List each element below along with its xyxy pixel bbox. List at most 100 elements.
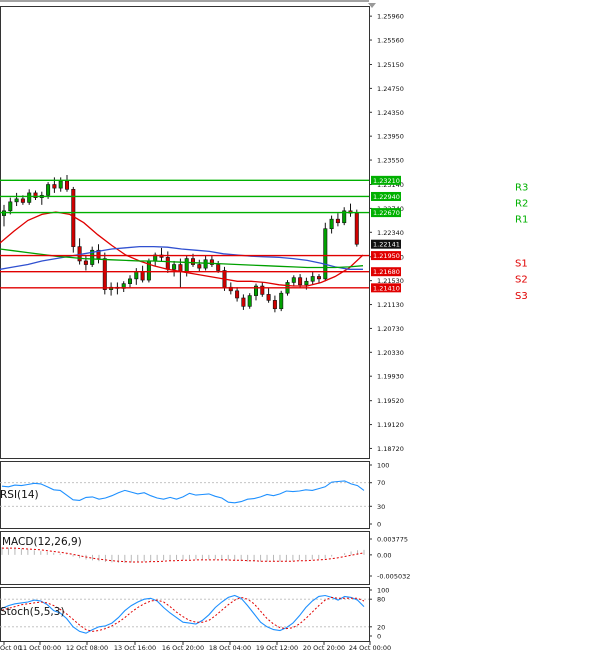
- price-tick-label: 1.22340: [377, 229, 404, 237]
- candle-body: [102, 258, 107, 290]
- s1-level-tag: [371, 251, 401, 261]
- candle-body: [165, 257, 170, 270]
- price-tick-label: 1.24750: [377, 85, 404, 93]
- main-pane-frame: [0, 6, 370, 459]
- candle-body: [203, 259, 208, 269]
- r1-level-value: 1.22670: [373, 209, 400, 217]
- macd-tick-label: -0.005032: [377, 573, 410, 581]
- candle-body: [52, 184, 57, 189]
- candle-body: [197, 264, 202, 269]
- candle-body: [58, 180, 63, 189]
- candle-body: [247, 295, 252, 307]
- stoch-tick-label: 0: [377, 633, 381, 641]
- scroll-marker-icon: [368, 3, 376, 8]
- candle-body: [90, 249, 95, 265]
- candle-body: [178, 264, 183, 273]
- time-tick-label: 18 Oct 04:00: [209, 644, 251, 652]
- stoch-d-line: [1, 596, 365, 632]
- candle-body: [65, 180, 70, 190]
- s3-level-tag: [371, 283, 401, 293]
- rsi-line: [1, 480, 365, 504]
- candle-body: [191, 258, 196, 265]
- stoch-tick-label: 20: [377, 623, 385, 631]
- candle-body: [279, 292, 284, 310]
- rsi-tick-label: 70: [377, 479, 385, 487]
- s2-level-name: S2: [515, 275, 528, 286]
- r3-level-value: 1.23210: [373, 177, 400, 185]
- time-tick-label: 19 Oct 12:00: [256, 644, 298, 652]
- stoch-tick-label: 80: [377, 596, 385, 604]
- stoch-title: Stoch(5,5,3): [0, 606, 65, 618]
- stoch-tick-label: 100: [377, 587, 389, 595]
- s2-level-value: 1.21680: [373, 268, 400, 276]
- time-tick-label: 20 Oct 20:00: [303, 644, 345, 652]
- price-tick-label: 1.21530: [377, 277, 404, 285]
- r3-level-tag: [371, 175, 401, 185]
- candle-body: [254, 285, 259, 296]
- candle-body: [134, 271, 139, 280]
- candle-body: [266, 294, 271, 301]
- macd-tick-label: 0.00: [377, 551, 391, 559]
- price-tick-label: 1.18720: [377, 445, 404, 453]
- candle-body: [298, 277, 303, 286]
- r3-level-name: R3: [515, 182, 528, 193]
- candle-body: [20, 198, 25, 203]
- rsi-title: RSI(14): [0, 489, 39, 501]
- candle-body: [209, 259, 214, 265]
- time-tick-label: 13 Oct 16:00: [114, 644, 156, 652]
- s3-level-name: S3: [515, 291, 528, 302]
- price-tick-label: 1.20330: [377, 349, 404, 357]
- candle-body: [71, 189, 76, 247]
- s1-level-name: S1: [515, 259, 528, 270]
- candle-body: [140, 271, 145, 281]
- r2-level-name: R2: [515, 198, 528, 209]
- candle-body: [235, 290, 240, 299]
- r2-level-tag: [371, 191, 401, 201]
- price-tick-label: 1.25960: [377, 13, 404, 21]
- current-price-label: 1.22141: [373, 241, 400, 249]
- macd-tick-label: 0.003775: [377, 536, 408, 544]
- current-price-tag: [371, 239, 401, 249]
- price-tick-label: 1.23550: [377, 157, 404, 165]
- price-tick-label: 1.19120: [377, 421, 404, 429]
- price-tick-label: 1.19520: [377, 397, 404, 405]
- candle-body: [14, 198, 19, 203]
- candle-body: [46, 184, 51, 196]
- candle-body: [33, 192, 38, 198]
- candle-body: [260, 285, 265, 295]
- time-tick-label: Oct 00: [0, 644, 22, 652]
- candle-body: [342, 210, 347, 224]
- macd-signal-line: [2, 547, 365, 563]
- rsi-tick-label: 0: [377, 521, 381, 529]
- candle-body: [335, 218, 340, 224]
- s2-level-tag: [371, 267, 401, 277]
- candle-body: [172, 264, 177, 270]
- candle-body: [83, 260, 88, 265]
- candle-body: [323, 228, 328, 280]
- r1-level-tag: [371, 208, 401, 218]
- time-tick-label: 12 Oct 08:00: [66, 644, 108, 652]
- candle-body: [8, 201, 13, 212]
- candle-body: [304, 280, 309, 286]
- candle-body: [27, 192, 32, 203]
- candle-body: [241, 297, 246, 307]
- candle-body: [354, 212, 359, 245]
- candle-body: [216, 264, 221, 271]
- macd-pane-frame: [0, 531, 370, 585]
- price-tick-label: 1.19930: [377, 373, 404, 381]
- candle-body: [316, 276, 321, 280]
- time-tick-label: 11 Oct 00:00: [19, 644, 61, 652]
- s3-level-value: 1.21410: [373, 284, 400, 292]
- price-tick-label: 1.23140: [377, 181, 404, 189]
- stoch-k-line: [1, 594, 365, 634]
- ma-green-line: [0, 248, 364, 269]
- price-tick-label: 1.23950: [377, 133, 404, 141]
- rsi-tick-label: 100: [377, 462, 389, 470]
- price-tick-label: 1.20730: [377, 325, 404, 333]
- r1-level-name: R1: [515, 215, 528, 226]
- price-tick-label: 1.25150: [377, 61, 404, 69]
- time-tick-label: 24 Oct 00:00: [349, 644, 391, 652]
- price-tick-label: 1.21130: [377, 301, 404, 309]
